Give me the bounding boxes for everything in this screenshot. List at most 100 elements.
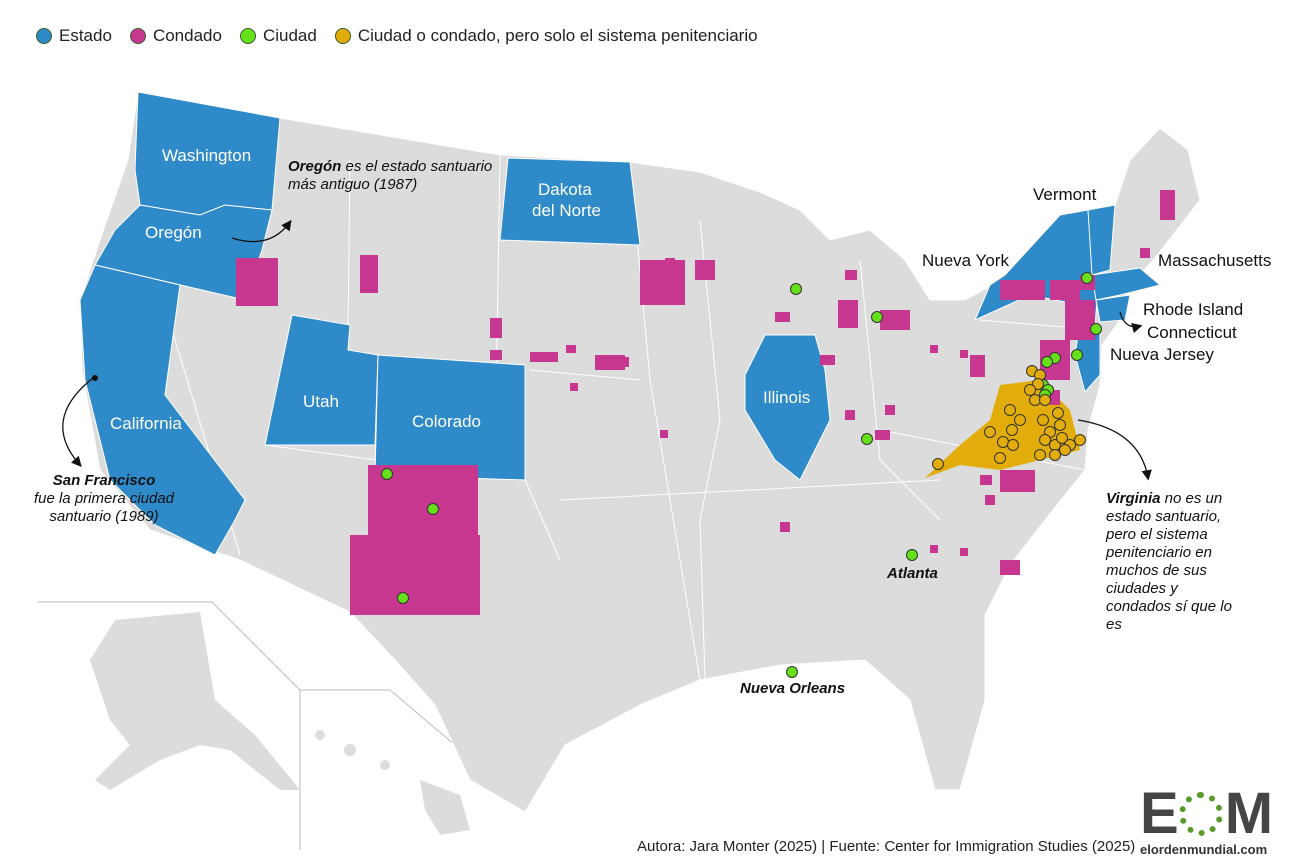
hawaii	[315, 730, 470, 835]
prison-marker	[1039, 434, 1051, 446]
label-vermont: Vermont	[1033, 185, 1097, 204]
credits: Autora: Jara Monter (2025) | Fuente: Cen…	[637, 838, 1136, 855]
prison-marker	[1029, 394, 1041, 406]
prison-marker	[1052, 407, 1064, 419]
county-area	[490, 318, 502, 338]
prison-marker	[1034, 449, 1046, 461]
label-colorado: Colorado	[412, 412, 481, 431]
legend-swatch	[36, 28, 52, 44]
county-area	[1000, 470, 1035, 492]
annotation-bold: Oregón	[288, 158, 342, 175]
city-marker	[786, 666, 798, 678]
legend-item-county: Condado	[129, 26, 222, 46]
county-area	[775, 312, 790, 322]
prison-marker	[1007, 439, 1019, 451]
county-area	[350, 535, 480, 615]
prison-marker	[994, 452, 1006, 464]
label-new-york: Nueva York	[922, 251, 1009, 270]
county-area	[1065, 300, 1095, 340]
label-connecticut: Connecticut	[1147, 323, 1237, 342]
annotation-text: no es un estado santuario, pero el siste…	[1106, 490, 1232, 633]
label-rhode-island: Rhode Island	[1143, 300, 1244, 319]
state-california	[79, 264, 246, 556]
state-connecticut	[1095, 294, 1131, 323]
prison-marker	[1037, 414, 1049, 426]
legend-item-prison: Ciudad o condado, pero solo el sistema p…	[334, 26, 758, 46]
county-area	[930, 345, 938, 353]
label-new-orleans: Nueva Orleans	[740, 680, 846, 697]
annotation-text: es el estado santuario más antiguo (1987…	[288, 158, 493, 193]
prison-marker	[1049, 449, 1061, 461]
prison-marker	[1054, 419, 1066, 431]
label-washington: Washington	[162, 146, 252, 165]
county-area	[1160, 190, 1175, 220]
county-area	[980, 475, 992, 485]
annotation-bold: San Francisco	[52, 472, 156, 489]
prison-marker	[984, 426, 996, 438]
label-new-jersey: Nueva Jersey	[1110, 345, 1214, 364]
county-area	[780, 522, 790, 532]
label-north-dakota-2: del Norte	[532, 201, 601, 220]
county-area	[970, 355, 985, 377]
county-area	[1050, 390, 1060, 405]
county-area	[360, 255, 378, 293]
legend-item-city: Ciudad	[239, 26, 317, 46]
county-area	[985, 495, 995, 505]
county-area	[875, 430, 890, 440]
city-marker	[790, 283, 802, 295]
legend: Estado Condado Ciudad Ciudad o condado, …	[36, 26, 758, 46]
county-area	[695, 260, 715, 280]
annotation-bold: Virginia	[1106, 490, 1161, 507]
legend-label: Ciudad	[262, 26, 317, 45]
state-massachusetts	[1091, 267, 1162, 301]
county-area	[960, 548, 968, 556]
county-area	[1000, 560, 1020, 575]
prison-marker	[1059, 444, 1071, 456]
label-illinois: Illinois	[763, 388, 811, 407]
county-area	[960, 350, 968, 358]
county-area	[490, 350, 502, 360]
county-area	[838, 300, 858, 328]
county-area	[1000, 280, 1045, 300]
label-massachusetts: Massachusetts	[1158, 251, 1272, 270]
state-illinois	[744, 334, 831, 481]
county-area	[845, 410, 855, 420]
annotation-san-francisco: San Francisco fue la primera ciudad santu…	[30, 472, 178, 526]
prison-marker	[1006, 424, 1018, 436]
county-area	[640, 260, 685, 305]
county-area	[820, 355, 835, 365]
legend-swatch	[334, 28, 351, 44]
logo-url: elordenmundial.com	[1140, 842, 1268, 857]
legend-label: Ciudad o condado, pero solo el sistema p…	[357, 26, 758, 45]
city-marker	[871, 311, 883, 323]
label-north-dakota-1: Dakota	[538, 180, 592, 199]
county-area	[880, 310, 910, 330]
state-oregon	[94, 204, 273, 301]
label-atlanta: Atlanta	[887, 565, 938, 582]
city-marker	[1081, 272, 1093, 284]
label-california: California	[110, 414, 182, 433]
label-oregon: Oregón	[145, 223, 202, 242]
county-area	[236, 258, 278, 306]
annotation-virginia: Virginia no es un estado santuario, pero…	[1106, 490, 1236, 634]
legend-label: Estado	[59, 26, 112, 45]
state-colorado	[374, 354, 526, 481]
alaska	[90, 612, 300, 790]
city-marker	[397, 592, 409, 604]
city-marker	[381, 468, 393, 480]
city-marker	[861, 433, 873, 445]
prison-marker	[932, 458, 944, 470]
prison-marker	[1004, 404, 1016, 416]
county-area	[617, 357, 629, 367]
legend-swatch	[129, 28, 146, 44]
legend-item-state: Estado	[36, 26, 112, 46]
label-utah: Utah	[303, 392, 339, 411]
county-area	[566, 345, 576, 353]
legend-label: Condado	[152, 26, 222, 45]
city-marker	[1090, 323, 1102, 335]
county-area	[665, 258, 675, 270]
prison-marker	[1074, 434, 1086, 446]
